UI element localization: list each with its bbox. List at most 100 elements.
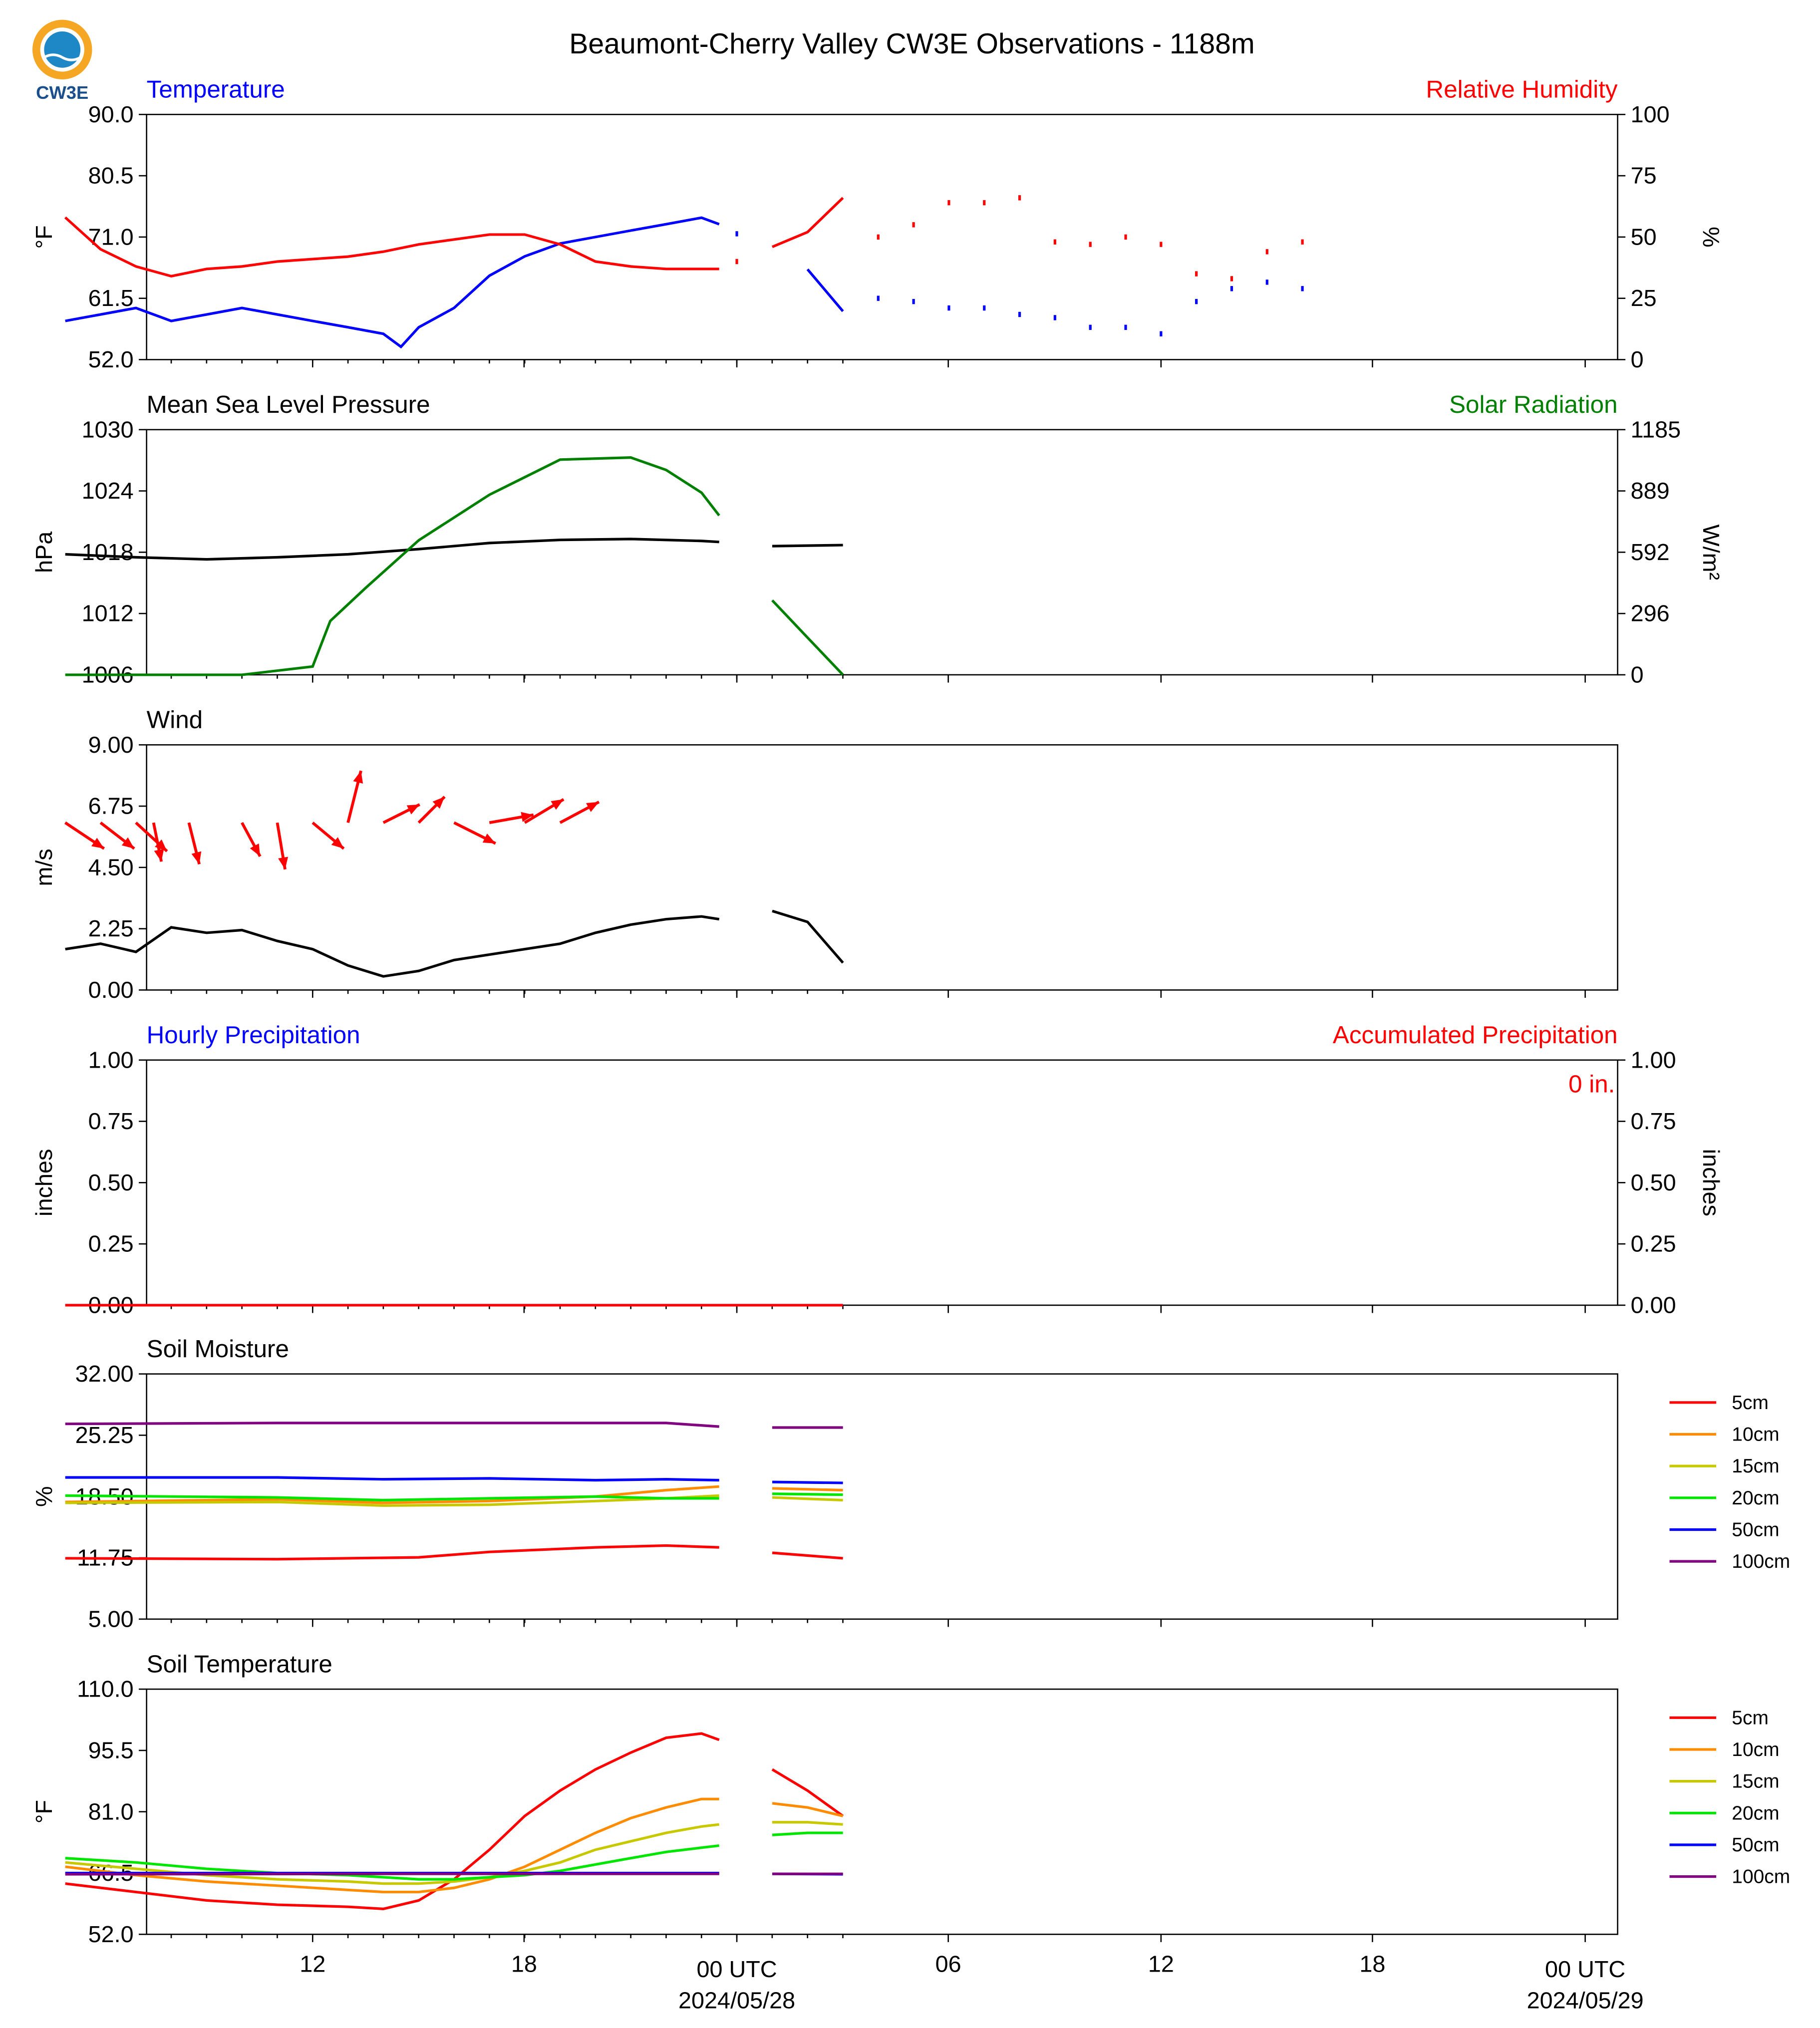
y-tick-label: 0.75 [88,1108,134,1134]
wind-arrow-head [278,857,289,869]
y-axis-unit: °F [31,225,57,249]
y2-tick-label: 592 [1631,539,1670,565]
y-tick-label: 1018 [82,539,134,565]
y2-tick-label: 889 [1631,478,1670,504]
wind-arrow-head [155,839,167,852]
panel-wind: 9.00 6.75 4.50 2.25 0.00 Wind m/s [31,706,1618,1003]
series-line-15cm [772,1821,843,1826]
y-tick-label: 0.00 [88,977,134,1003]
series-line-temperature [806,268,844,312]
panel-left-title: Temperature [147,76,285,103]
series-line-20cm [65,1494,719,1502]
y-tick-label: 52.0 [88,346,134,372]
y-axis-unit: % [31,1486,57,1507]
y2-tick-label: 296 [1631,600,1670,626]
panel-left-title: Mean Sea Level Pressure [147,391,430,418]
wind-arrow-head [91,838,104,849]
y-tick-label: 9.00 [88,732,134,758]
y2-tick-label: 0 [1631,346,1644,372]
data-point-temperature [1230,286,1233,291]
panel-frame [146,1373,1618,1620]
legend-label: 50cm [1732,1519,1779,1540]
y2-axis-unit: W/m² [1698,525,1724,580]
data-point-rh [1053,239,1057,245]
data-point-rh [1089,242,1092,247]
x-tick-label: 06 [935,1951,961,1977]
data-point-rh [1195,271,1198,277]
y-tick-label: 110.0 [77,1676,134,1702]
figure-title: Beaumont-Cherry Valley CW3E Observations… [569,28,1254,60]
legend-label: 20cm [1732,1802,1779,1824]
series-line-solar-radiation [65,456,720,676]
y-tick-label: 25.25 [75,1422,134,1448]
y-tick-label: 2.25 [88,915,134,941]
wind-arrow-head [191,851,202,865]
y-tick-label: 0.50 [88,1169,134,1195]
series-line-100cm [65,1422,719,1428]
y2-tick-label: 1.00 [1631,1047,1676,1073]
panel-right-title: Solar Radiation [1449,391,1618,418]
y-tick-label: 32.00 [75,1361,134,1387]
y2-tick-label: 25 [1631,285,1657,311]
y-axis-unit: m/s [31,849,57,886]
y-tick-label: 90.0 [88,101,134,127]
data-point-rh [877,234,880,240]
y-axis-unit: °F [31,1800,57,1823]
data-point-temperature [735,231,738,237]
x-date-label: 2024/05/28 [678,1987,795,2013]
data-point-rh [947,200,950,206]
data-point-rh [1301,239,1304,245]
y-tick-label: 1012 [82,600,134,626]
y2-tick-label: 0.50 [1631,1169,1676,1195]
y-tick-label: 52.0 [88,1921,134,1947]
data-point-temperature [1124,324,1127,330]
wind-arrow-head [121,837,134,849]
series-line-10cm [772,1802,844,1817]
y-tick-label: 5.00 [88,1606,134,1632]
legend-label: 20cm [1732,1487,1779,1509]
data-point-temperature [1160,331,1163,336]
legend-label: 15cm [1732,1455,1779,1477]
legend-label: 15cm [1732,1771,1779,1792]
panel-left-title: Soil Moisture [147,1335,289,1363]
wind-arrow-head [250,843,261,857]
wind-arrow-head [154,849,164,862]
logo-ring-icon [32,19,92,80]
series-line-relative-humidity [64,216,719,278]
panel-frame [146,113,1618,360]
data-point-temperature [947,305,950,311]
data-point-temperature [1265,280,1268,285]
panel-right-title: Accumulated Precipitation [1333,1021,1618,1049]
series-line-10cm [65,1485,719,1504]
legend-label: 5cm [1732,1392,1769,1414]
y-tick-label: 61.5 [88,285,134,311]
panel-right-title: Relative Humidity [1426,76,1618,103]
data-point-rh [735,259,738,265]
series-line-wind-speed [772,909,844,964]
y2-tick-label: 100 [1631,101,1670,127]
y-tick-label: 6.75 [88,793,134,819]
series-line-10cm [772,1487,843,1492]
y2-axis-unit: % [1698,227,1724,248]
y-tick-label: 1030 [82,416,134,442]
y2-tick-label: 0.00 [1631,1292,1676,1318]
wind-arrow-head [432,797,445,809]
precip-accumulated-label: 0 in. [1568,1071,1615,1098]
series-line-mean-sea-level-pressure [772,544,843,548]
logo-drop-icon [44,31,81,68]
y-axis-unit: hPa [31,531,57,573]
series-line-20cm [65,1844,720,1881]
x-tick-label: 00 UTC [1545,1956,1625,1982]
series-line-relative-humidity [772,197,844,249]
wind-arrow-head [551,799,564,810]
wind-arrow-head [521,812,534,822]
series-line-5cm [771,1768,844,1817]
x-tick-label: 18 [511,1951,537,1977]
data-point-rh [1230,276,1233,282]
y-tick-label: 1.00 [88,1047,134,1073]
data-point-rh [1265,249,1268,255]
y2-tick-label: 0.75 [1631,1108,1676,1134]
y-axis-unit: inches [31,1149,57,1216]
